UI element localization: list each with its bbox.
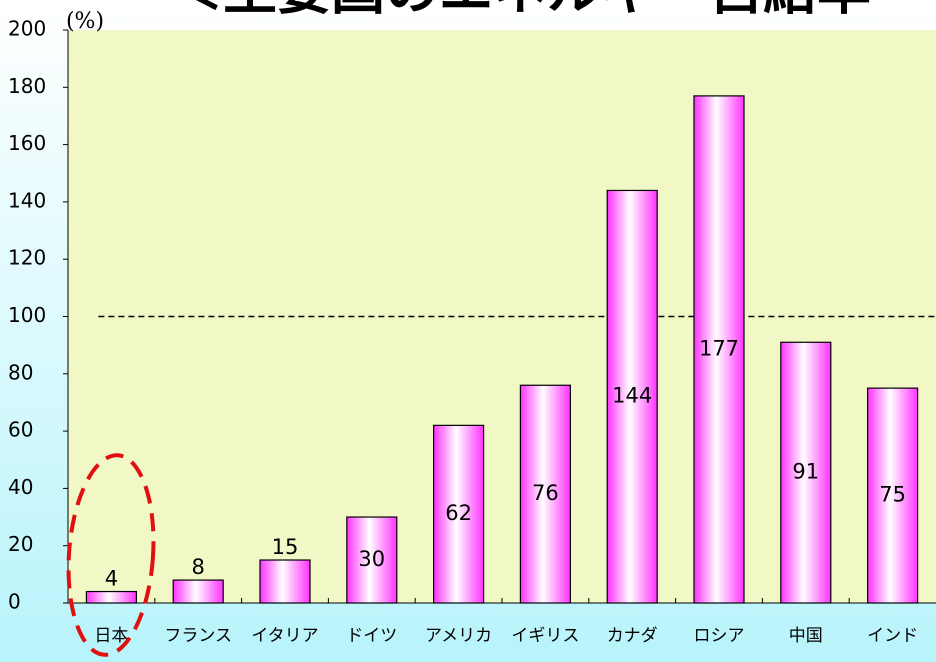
value-label: 91: [792, 460, 819, 484]
bar: [606, 189, 658, 604]
bar: [519, 384, 572, 604]
y-tick-label: 0: [8, 590, 21, 614]
x-tick-label: ドイツ: [346, 626, 397, 646]
y-tick-label: 200: [8, 17, 46, 41]
y-tick-label: 20: [8, 532, 33, 556]
x-tick-label: 日本: [94, 626, 128, 646]
bar: [433, 424, 485, 604]
bar: [172, 579, 224, 604]
x-tick-label: イタリア: [251, 626, 318, 646]
y-tick-label: 160: [8, 131, 46, 155]
bar: [780, 341, 832, 604]
x-tick-label: イギリス: [511, 626, 579, 646]
x-tick-label: フランス: [164, 626, 232, 646]
value-label: 15: [272, 535, 299, 559]
highlight-ellipse: [66, 453, 156, 657]
y-tick-label: 120: [8, 246, 46, 270]
x-tick-label: アメリカ: [425, 626, 492, 646]
y-tick-label: 80: [8, 360, 33, 384]
value-label: 177: [699, 336, 739, 360]
value-label: 62: [445, 501, 472, 525]
y-tick-label: 180: [8, 74, 46, 98]
value-label: 76: [532, 481, 559, 505]
bar: [346, 516, 398, 604]
y-tick-label: 40: [8, 475, 33, 499]
x-tick-label: インド: [867, 626, 918, 646]
value-label: 4: [105, 567, 118, 591]
bar: [85, 590, 138, 604]
chart-title: ＜主要国のエネルギー自給率: [169, 0, 871, 22]
x-tick-label: ロシア: [694, 626, 745, 646]
bar: [866, 387, 919, 604]
value-label: 75: [879, 483, 906, 507]
x-tick-label: カナダ: [607, 626, 658, 646]
value-label: 144: [612, 384, 652, 408]
bar: [693, 95, 745, 604]
value-label: 8: [192, 555, 205, 579]
y-tick-label: 60: [8, 418, 33, 442]
y-tick-label: 100: [8, 303, 46, 327]
y-axis-label: (%): [66, 9, 104, 34]
y-tick-label: 140: [8, 188, 46, 212]
bar: [259, 559, 311, 604]
value-label: 30: [358, 547, 385, 571]
x-tick-label: 中国: [789, 626, 823, 646]
